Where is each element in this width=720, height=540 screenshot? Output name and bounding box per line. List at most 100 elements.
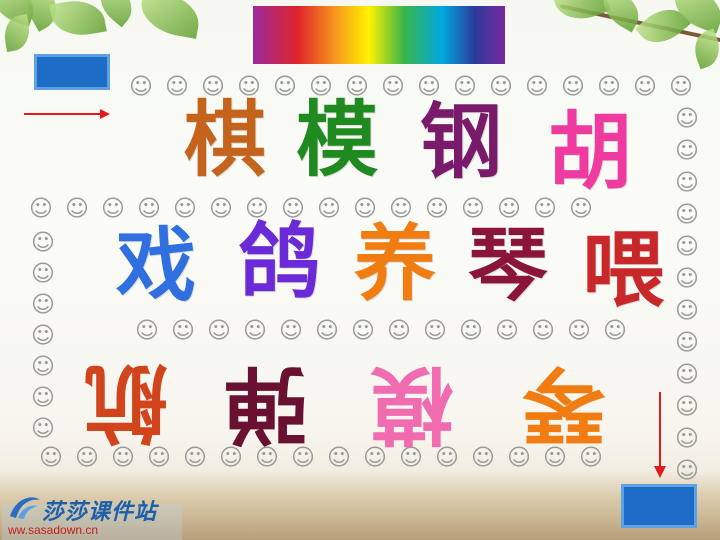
- monkey-face-icon: ☺: [387, 318, 411, 344]
- monkey-face-icon: ☺: [31, 385, 55, 411]
- monkey-face-icon: ☺: [219, 445, 243, 471]
- monkey-face-icon: ☺: [243, 318, 267, 344]
- monkey-face-icon: ☺: [171, 318, 195, 344]
- monkey-face-icon: ☺: [603, 318, 627, 344]
- monkey-face-icon: ☺: [31, 354, 55, 380]
- char-mo: 模: [296, 93, 379, 188]
- monkey-face-icon: ☺: [675, 362, 699, 388]
- monkey-face-icon: ☺: [31, 261, 55, 287]
- monkey-face-icon: ☺: [75, 445, 99, 471]
- monkey-face-icon: ☺: [31, 292, 55, 318]
- char-hang-rotated: 航: [84, 353, 169, 452]
- monkey-face-icon: ☺: [315, 318, 339, 344]
- char-qin-rotated: 琴: [522, 355, 607, 454]
- monkey-face-icon: ☺: [245, 196, 269, 222]
- monkey-face-icon: ☺: [209, 196, 233, 222]
- char-wei: 喂: [582, 223, 665, 318]
- monkey-face-icon: ☺: [327, 445, 351, 471]
- char-xi: 戏: [116, 219, 196, 312]
- monkey-face-icon: ☺: [531, 318, 555, 344]
- monkey-face-icon: ☺: [101, 196, 125, 222]
- monkey-face-icon: ☺: [675, 394, 699, 420]
- nav-button-top-left[interactable]: [34, 54, 110, 90]
- monkey-face-icon: ☺: [173, 196, 197, 222]
- monkey-face-icon: ☺: [273, 74, 297, 100]
- monkey-face-icon: ☺: [237, 74, 261, 100]
- monkey-face-icon: ☺: [597, 74, 621, 100]
- monkey-face-icon: ☺: [675, 138, 699, 164]
- monkey-face-icon: ☺: [147, 445, 171, 471]
- monkey-face-icon: ☺: [675, 298, 699, 324]
- char-ge: 鸽: [238, 215, 321, 310]
- rainbow-banner: [253, 6, 505, 64]
- monkey-face-icon: ☺: [525, 74, 549, 100]
- monkey-face-icon: ☺: [669, 74, 693, 100]
- monkey-face-icon: ☺: [561, 74, 585, 100]
- monkey-face-icon: ☺: [309, 74, 333, 100]
- monkey-face-icon: ☺: [255, 445, 279, 471]
- monkey-face-icon: ☺: [471, 445, 495, 471]
- monkey-face-icon: ☺: [579, 445, 603, 471]
- monkey-face-icon: ☺: [281, 196, 305, 222]
- monkey-face-icon: ☺: [165, 74, 189, 100]
- monkey-face-icon: ☺: [675, 106, 699, 132]
- monkey-face-icon: ☺: [137, 196, 161, 222]
- monkey-face-icon: ☺: [29, 196, 53, 222]
- monkey-face-icon: ☺: [533, 196, 557, 222]
- monkey-face-icon: ☺: [423, 318, 447, 344]
- monkey-face-icon: ☺: [39, 445, 63, 471]
- background-ground: [0, 470, 720, 540]
- monkey-face-icon: ☺: [111, 445, 135, 471]
- monkey-face-icon: ☺: [279, 318, 303, 344]
- logo-url: ww.sasadown.cn: [8, 523, 99, 537]
- monkey-face-icon: ☺: [135, 318, 159, 344]
- logo-title: 莎莎课件站: [42, 500, 158, 525]
- monkey-face-icon: ☺: [495, 318, 519, 344]
- monkey-face-icon: ☺: [497, 196, 521, 222]
- monkey-face-icon: ☺: [567, 318, 591, 344]
- monkey-face-icon: ☺: [417, 74, 441, 100]
- monkey-face-icon: ☺: [183, 445, 207, 471]
- monkey-face-icon: ☺: [363, 445, 387, 471]
- monkey-face-icon: ☺: [31, 416, 55, 442]
- monkey-face-icon: ☺: [489, 74, 513, 100]
- monkey-face-icon: ☺: [381, 74, 405, 100]
- logo-swirl-icon: [10, 497, 40, 519]
- monkey-face-icon: ☺: [507, 445, 531, 471]
- monkey-face-icon: ☺: [459, 318, 483, 344]
- monkey-face-icon: ☺: [345, 74, 369, 100]
- monkey-face-icon: ☺: [461, 196, 485, 222]
- char-hu: 胡: [548, 103, 633, 201]
- monkey-face-icon: ☺: [675, 458, 699, 484]
- nav-button-bottom-right[interactable]: [621, 484, 697, 528]
- char-mo-rotated: 模: [370, 355, 455, 454]
- monkey-face-icon: ☺: [675, 170, 699, 196]
- monkey-face-icon: ☺: [675, 234, 699, 260]
- char-qi: 棋: [184, 93, 267, 188]
- char-dan-rotated: 弹: [224, 355, 309, 454]
- monkey-face-icon: ☺: [317, 196, 341, 222]
- monkey-face-icon: ☺: [291, 445, 315, 471]
- monkey-face-icon: ☺: [353, 196, 377, 222]
- monkey-face-icon: ☺: [453, 74, 477, 100]
- char-qin: 琴: [468, 219, 548, 312]
- monkey-face-icon: ☺: [675, 266, 699, 292]
- monkey-face-icon: ☺: [425, 196, 449, 222]
- monkey-face-icon: ☺: [31, 323, 55, 349]
- monkey-face-icon: ☺: [543, 445, 567, 471]
- monkey-face-icon: ☺: [351, 318, 375, 344]
- monkey-face-icon: ☺: [207, 318, 231, 344]
- logo-background: [2, 504, 182, 540]
- monkey-face-icon: ☺: [633, 74, 657, 100]
- monkey-face-icon: ☺: [389, 196, 413, 222]
- monkey-face-icon: ☺: [435, 445, 459, 471]
- monkey-face-icon: ☺: [129, 74, 153, 100]
- char-yang: 养: [354, 217, 437, 312]
- monkey-face-icon: ☺: [399, 445, 423, 471]
- char-gang: 钢: [420, 95, 503, 190]
- monkey-face-icon: ☺: [65, 196, 89, 222]
- monkey-face-icon: ☺: [31, 230, 55, 256]
- monkey-face-icon: ☺: [675, 202, 699, 228]
- monkey-face-icon: ☺: [675, 426, 699, 452]
